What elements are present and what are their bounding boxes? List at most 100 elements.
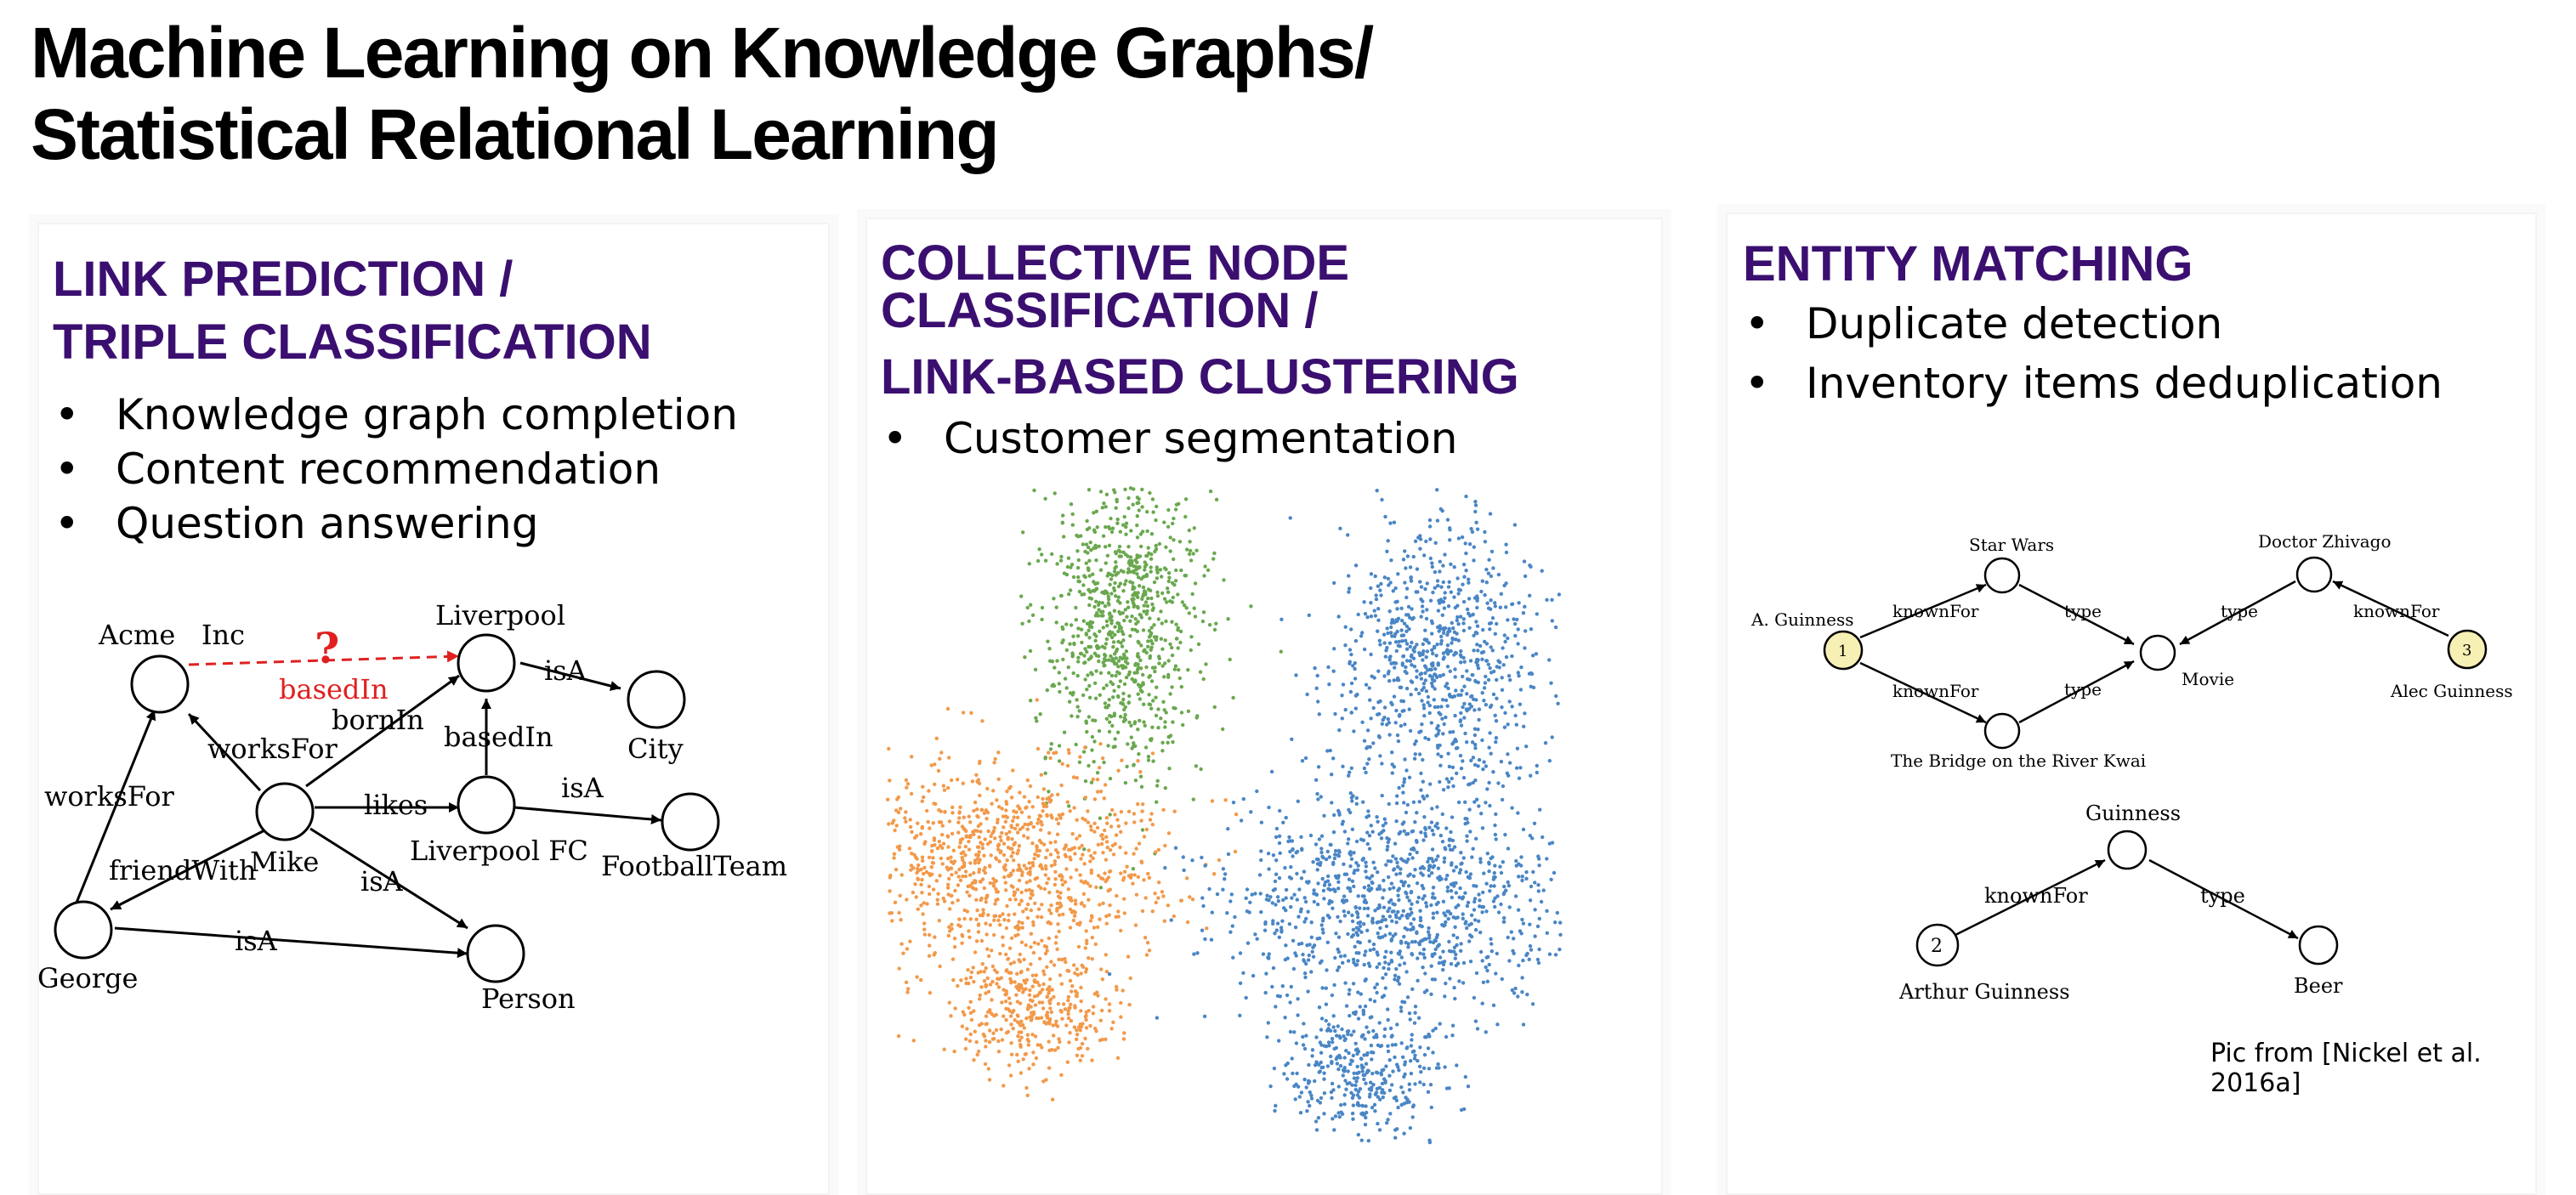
em-node-2 bbox=[1915, 923, 1960, 967]
node-city bbox=[627, 670, 686, 729]
edge-mike-friendwith-george bbox=[110, 827, 269, 911]
cluster-points bbox=[896, 929, 1132, 1102]
em-node-guinness bbox=[2107, 830, 2148, 870]
em-node-beer bbox=[2298, 925, 2339, 966]
cluster-points bbox=[886, 698, 1239, 1045]
link-prediction-heading: LINK PREDICTION / TRIPLE CLASSIFICATION bbox=[53, 252, 652, 370]
em-label-zhivago: Doctor Zhivago bbox=[2258, 531, 2392, 552]
em-bottom-labels: 2 Guinness Arthur Guinness Beer knownFor… bbox=[1898, 801, 2343, 1004]
bullet-content-recommendation: Content recommendation bbox=[53, 442, 738, 496]
label-mike: Mike bbox=[250, 846, 319, 878]
node-person bbox=[466, 924, 525, 983]
em-node-3 bbox=[2447, 629, 2488, 670]
edge-mike-isa-person bbox=[309, 827, 468, 930]
em-label-guinness: Guinness bbox=[2085, 801, 2181, 825]
edge-label-basedin: basedIn bbox=[444, 721, 553, 753]
em-edge-label-type-1: type bbox=[2064, 601, 2102, 621]
edge-label-likes: likes bbox=[364, 789, 428, 821]
edge-label-bornin: bornIn bbox=[332, 704, 424, 736]
em-edge-label-knownfor-2: knownFor bbox=[1892, 681, 1979, 701]
bullet-kg-completion: Knowledge graph completion bbox=[53, 388, 738, 442]
bullet-question-answering: Question answering bbox=[53, 496, 738, 551]
cluster-points bbox=[1279, 488, 1562, 870]
em-node-movie bbox=[2139, 634, 2176, 671]
edge-mike-worksfor-acme bbox=[187, 712, 262, 792]
node-mike bbox=[255, 782, 315, 841]
edge-label-friendwith: friendWith bbox=[109, 854, 256, 886]
entity-matching-heading: ENTITY MATCHING bbox=[1743, 236, 2193, 292]
em-edge-bridge-movie bbox=[2018, 660, 2135, 724]
label-acme: Acme Inc bbox=[98, 619, 245, 651]
em-label-arthur-guinness: Arthur Guinness bbox=[1898, 980, 2070, 1004]
link-prediction-bullets: Knowledge graph completion Content recom… bbox=[53, 388, 738, 551]
edge-label-isa-team: isA bbox=[561, 772, 604, 804]
label-city: City bbox=[627, 733, 684, 765]
edge-label-worksfor-mike: worksFor bbox=[207, 733, 338, 765]
edge-george-isa-person bbox=[114, 926, 468, 959]
node-footballteam bbox=[661, 792, 720, 852]
cluster-points bbox=[1265, 988, 1467, 1145]
label-liverpool: Liverpool bbox=[435, 599, 565, 631]
em-label-1: 1 bbox=[1838, 643, 1847, 660]
em-edge-2-guinness bbox=[1955, 858, 2106, 937]
edge-label-isa-george-person: isA bbox=[235, 925, 278, 957]
em-nodes bbox=[1823, 556, 2488, 967]
em-edge-starwars-movie bbox=[2018, 583, 2135, 646]
node-liverpool bbox=[457, 633, 516, 693]
em-edge-label-type-2: type bbox=[2064, 679, 2102, 699]
predicted-question-mark: ? bbox=[315, 623, 339, 673]
node-george bbox=[54, 900, 113, 960]
edge-label-worksfor-george: worksFor bbox=[44, 780, 174, 813]
em-label-3: 3 bbox=[2462, 642, 2471, 660]
bullet-duplicate-detection: Duplicate detection bbox=[1743, 294, 2443, 354]
em-edge-guinness-beer bbox=[2148, 858, 2299, 940]
em-edge-label-knownfor-1: knownFor bbox=[1892, 601, 1979, 621]
bullet-inventory-dedup: Inventory items deduplication bbox=[1743, 354, 2443, 413]
picture-credit: Pic from [Nickel et al. 2016a] bbox=[2210, 1039, 2482, 1098]
edge-label-isa-city: isA bbox=[544, 654, 587, 687]
kg-edges bbox=[75, 661, 662, 959]
label-footballteam: FootballTeam bbox=[601, 850, 787, 882]
node-acme bbox=[130, 654, 190, 714]
em-edge-label-knownfor-b: knownFor bbox=[1984, 884, 2088, 908]
em-node-1 bbox=[1823, 630, 1864, 671]
title-line-1: Machine Learning on Knowledge Graphs/ bbox=[31, 13, 1374, 93]
slide-title: Machine Learning on Knowledge Graphs/ St… bbox=[31, 12, 1374, 175]
node-liverpool-fc bbox=[457, 775, 516, 835]
em-label-beer: Beer bbox=[2294, 974, 2343, 998]
em-label-bridge: The Bridge on the River Kwai bbox=[1891, 750, 2146, 771]
edge-george-worksfor-acme bbox=[75, 709, 156, 903]
em-edge-label-type-3: type bbox=[2221, 601, 2258, 621]
em-edge-zhivago-movie bbox=[2179, 580, 2296, 646]
edge-label-isa-mike-person: isA bbox=[360, 865, 404, 898]
cluster-points bbox=[1107, 681, 1563, 1089]
node-classification-bullets: Customer segmentation bbox=[881, 411, 1458, 466]
em-label-starwars: Star Wars bbox=[1969, 535, 2054, 555]
cluster-points bbox=[1019, 486, 1283, 890]
em-edge-label-type-b: type bbox=[2200, 884, 2245, 908]
em-edge-1-starwars bbox=[1859, 583, 1987, 639]
title-line-2: Statistical Relational Learning bbox=[31, 94, 1000, 174]
bullet-customer-segmentation: Customer segmentation bbox=[881, 411, 1458, 466]
em-label-a-guinness: A. Guinness bbox=[1750, 609, 1854, 630]
em-label-movie: Movie bbox=[2182, 669, 2234, 689]
edge-mike-bornin-liverpool bbox=[305, 674, 460, 788]
node-classification-heading: COLLECTIVE NODE CLASSIFICATION / LINK-BA… bbox=[881, 235, 1519, 405]
kg-nodes bbox=[54, 633, 720, 983]
em-label-alec-guinness: Alec Guinness bbox=[2390, 681, 2513, 701]
label-person: Person bbox=[481, 983, 576, 1015]
edge-fc-isa-footballteam bbox=[513, 806, 662, 824]
em-top-labels: 1 3 A. Guinness Star Wars The Bridge on … bbox=[1750, 531, 2513, 771]
cluster-scatter-plot bbox=[886, 486, 1563, 1145]
em-edge-1-bridge bbox=[1859, 661, 1987, 724]
em-node-zhivago bbox=[2295, 556, 2333, 593]
em-node-starwars bbox=[1983, 557, 2021, 594]
em-edge-3-zhivago bbox=[2332, 580, 2449, 637]
em-node-bridge bbox=[1983, 712, 2021, 750]
predicted-edge-basedin bbox=[188, 650, 460, 666]
kg-labels: Acme Inc Liverpool City Mike Liverpool F… bbox=[37, 599, 787, 1015]
em-edges bbox=[1859, 580, 2449, 940]
label-george: George bbox=[37, 962, 138, 994]
